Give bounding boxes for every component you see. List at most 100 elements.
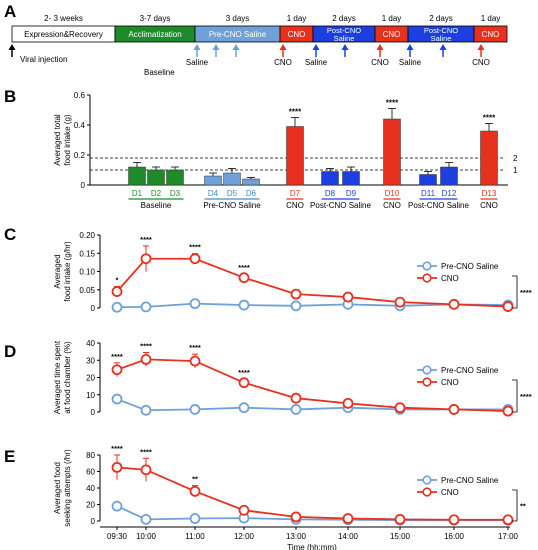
data-point [342, 397, 354, 409]
data-point [342, 513, 354, 524]
data-point [111, 461, 123, 473]
timeline-arrow-label: CNO [274, 58, 292, 67]
x-tick-label: 15:00 [390, 532, 411, 541]
significance-mark: **** [111, 352, 123, 361]
x-axis-label: Time (hh:mm) [287, 543, 337, 550]
timeline-duration-label: 3 days [226, 14, 250, 23]
timeline-duration-label: 2- 3 weeks [44, 14, 83, 23]
significance-mark: **** [189, 343, 201, 352]
data-point [111, 500, 123, 512]
significance-bracket [512, 379, 518, 413]
y-axis-label: food intake (g) [63, 114, 72, 165]
data-point [189, 404, 201, 415]
legend-label: CNO [441, 274, 459, 283]
timeline-panel: Viral injection Baseline Expression&Reco… [8, 14, 508, 77]
y-axis-label: seeking attempts (/hr) [63, 449, 72, 527]
significance-mark: **** [483, 114, 496, 123]
data-point [140, 513, 152, 525]
y-tick-label: 0.05 [79, 286, 95, 295]
legend-marker [422, 487, 432, 497]
timeline-arrow-head [439, 44, 447, 50]
overall-significance: **** [520, 288, 532, 297]
x-tick-label: 14:00 [338, 532, 359, 541]
significance-mark: **** [289, 108, 302, 117]
legend-label: Pre-CNO Saline [441, 262, 499, 271]
bar [321, 171, 339, 186]
x-tick-label: D2 [151, 189, 162, 198]
bar [223, 172, 241, 186]
y-tick-label: 0 [81, 181, 86, 190]
x-tick-label: 10:00 [136, 532, 157, 541]
timeline-arrow-head [193, 44, 201, 50]
data-point [290, 511, 302, 523]
data-point [111, 286, 123, 297]
x-tick-label: 09:30 [107, 532, 128, 541]
timeline-arrow-head [312, 44, 320, 50]
baseline-label: Baseline [144, 68, 175, 77]
bar [286, 126, 304, 186]
bar [480, 130, 498, 186]
panel-letter-c: C [4, 225, 16, 244]
y-tick-label: 60 [86, 468, 95, 477]
x-tick-label: D6 [246, 189, 257, 198]
significance-mark: **** [189, 243, 201, 252]
timeline-arrow-label: Saline [186, 58, 209, 67]
y-tick-label: 40 [86, 339, 95, 348]
significance-mark: **** [238, 368, 250, 377]
overall-significance: ** [520, 502, 526, 511]
y-tick-label: 0.6 [74, 91, 86, 100]
data-point [290, 288, 302, 300]
significance-mark: * [116, 275, 119, 284]
significance-mark: **** [111, 444, 123, 453]
significance-mark: **** [238, 263, 250, 272]
timeline-arrow-label: CNO [371, 58, 389, 67]
x-tick-label: D11 [421, 189, 436, 198]
x-tick-label: D10 [385, 189, 400, 198]
bar [419, 174, 437, 186]
y-tick-label: 20 [86, 374, 95, 383]
bar [166, 169, 184, 186]
legend-marker [422, 261, 432, 271]
x-tick-label: D5 [227, 189, 238, 198]
timeline-arrow-head [232, 44, 240, 50]
timeline-arrow-label: CNO [472, 58, 490, 67]
data-point [140, 464, 152, 476]
bar [128, 166, 146, 186]
timeline-segment-label: Acclimatization [128, 30, 181, 39]
panel-letter-e: E [4, 447, 15, 466]
data-point [502, 514, 514, 526]
bar [242, 178, 260, 186]
panel-letter-a: A [4, 2, 16, 21]
bar [383, 118, 401, 186]
timeline-duration-label: 1 day [287, 14, 307, 23]
significance-bracket [512, 489, 518, 522]
y-tick-label: 0 [91, 304, 96, 313]
timeline-duration-label: 1 day [382, 14, 402, 23]
timeline-duration-label: 3-7 days [140, 14, 171, 23]
y-tick-label: 10 [86, 391, 95, 400]
data-point [238, 504, 250, 516]
legend-label: CNO [441, 488, 459, 497]
data-point [189, 485, 201, 497]
data-point [394, 402, 406, 414]
legend-label: CNO [441, 378, 459, 387]
significance-mark: **** [140, 447, 152, 456]
legend-marker [422, 365, 432, 375]
x-tick-label: D12 [442, 189, 457, 198]
timeline-duration-label: 2 days [332, 14, 356, 23]
data-point [290, 300, 302, 312]
y-tick-label: 40 [86, 484, 95, 493]
data-point [448, 298, 460, 310]
legend-marker [422, 273, 432, 283]
panel-letter-b: B [4, 87, 16, 106]
timeline-segment-label: CNO [383, 30, 401, 39]
timeline-arrow-head [212, 44, 220, 50]
data-point [342, 291, 354, 303]
x-tick-label: 13:00 [286, 532, 307, 541]
y-tick-label: 0.2 [74, 151, 86, 160]
bar [440, 166, 458, 186]
group-label: CNO [480, 201, 498, 210]
group-label: Pre-CNO Saline [203, 201, 261, 210]
bar-chart-food-intake: 0 0.2 0.4 0.6 Averaged total food intake (g) 1… [53, 91, 518, 210]
